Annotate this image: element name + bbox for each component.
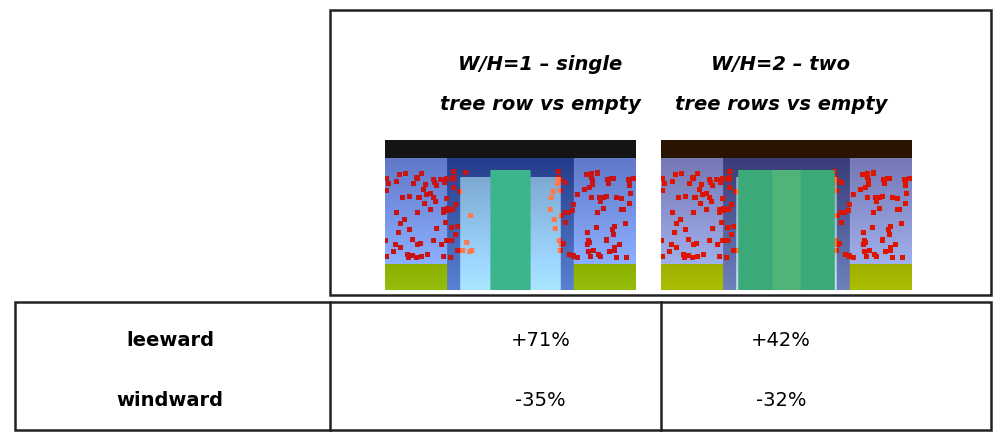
Text: W/H=2 – two: W/H=2 – two — [710, 55, 850, 74]
Bar — [330, 10, 990, 295]
Text: +71%: +71% — [511, 330, 570, 349]
Text: +42%: +42% — [750, 330, 809, 349]
Text: W/H=1 – single: W/H=1 – single — [458, 55, 622, 74]
Bar — [15, 302, 990, 430]
Text: -32%: -32% — [755, 390, 805, 410]
Text: tree rows vs empty: tree rows vs empty — [674, 95, 886, 114]
Text: windward: windward — [116, 390, 224, 410]
Text: tree row vs empty: tree row vs empty — [439, 95, 640, 114]
Text: -35%: -35% — [515, 390, 566, 410]
Text: leeward: leeward — [126, 330, 214, 349]
